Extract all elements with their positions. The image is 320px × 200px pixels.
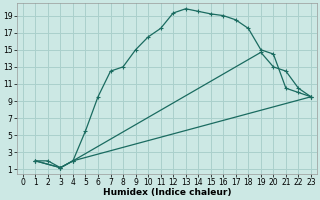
X-axis label: Humidex (Indice chaleur): Humidex (Indice chaleur) bbox=[103, 188, 231, 197]
